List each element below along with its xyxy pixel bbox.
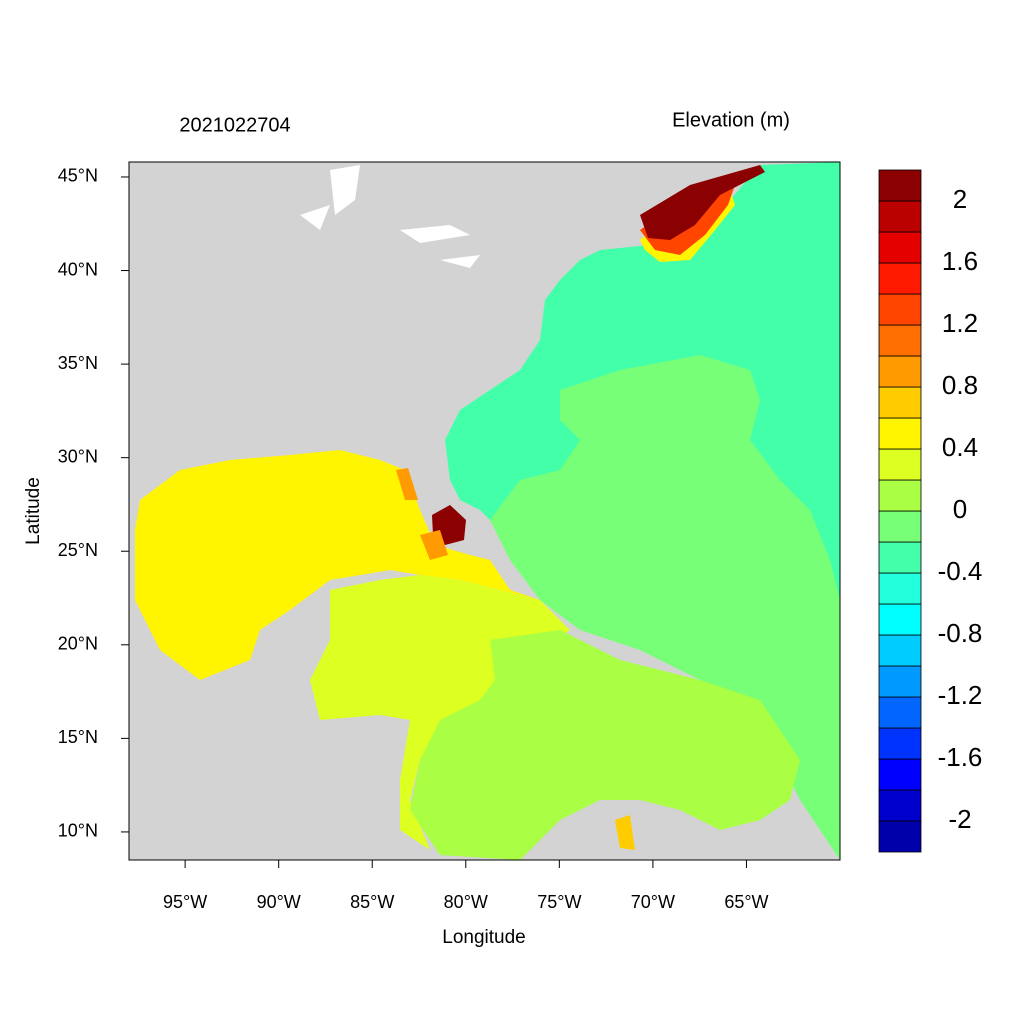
colorbar-bin [878,386,922,419]
colorbar-bin [878,665,922,698]
colorbar-tick-label: -1.2 [938,680,983,710]
colorbar-bin [878,293,922,326]
y-tick-label: 30°N [58,446,98,466]
map-field [129,162,840,860]
legend-title: Elevation (m) [672,109,790,131]
y-tick-label: 35°N [58,353,98,373]
colorbar-tick-label: 1.6 [942,246,978,276]
gulf-region [135,450,540,680]
colorbar-bin [878,200,922,233]
colorbar-bin [878,324,922,357]
y-tick-label: 25°N [58,540,98,560]
x-axis-label: Longitude [442,927,525,948]
colorbar-tick-label: 0.8 [942,370,978,400]
y-tick-label: 40°N [58,259,98,279]
colorbar-bin [878,634,922,667]
colorbar-bin [878,510,922,543]
colorbar-bin [878,541,922,574]
colorbar-bin [878,727,922,760]
colorbar-bin [878,355,922,388]
y-tick-label: 20°N [58,634,98,654]
surge-region [640,165,765,240]
colorbar-bin [878,417,922,450]
surge-region [396,468,418,500]
colorbar-bin [878,789,922,822]
x-tick-label: 95°W [163,892,207,912]
colorbar-tick-label: 2 [953,184,967,214]
colorbar-tick-label: -0.8 [938,618,983,648]
colorbar-bin [878,572,922,605]
y-tick-label: 15°N [58,727,98,747]
map-title: 2021022704 [179,114,290,136]
colorbar-bin [878,603,922,636]
surge-region [615,815,635,850]
x-tick-label: 90°W [257,892,301,912]
colorbar-tick-label: 0.4 [942,432,978,462]
colorbar-bin [878,448,922,481]
x-tick-label: 70°W [631,892,675,912]
colorbar-bin [878,262,922,295]
colorbar-bin [878,479,922,512]
y-axis-label: Latitude [23,477,44,545]
colorbar-tick-label: -1.6 [938,742,983,772]
colorbar-bin [878,696,922,729]
x-tick-label: 65°W [724,892,768,912]
x-tick-label: 75°W [537,892,581,912]
lakes [300,165,480,268]
y-tick-label: 45°N [58,166,98,186]
caribbean-east [410,630,800,860]
colorbar-bin [878,169,922,202]
plot-frame [128,161,841,861]
x-tick-label: 80°W [444,892,488,912]
y-tick-label: 10°N [58,821,98,841]
ocean-region [490,355,840,860]
colorbar-tick-label: -0.4 [938,556,983,586]
colorbar-bin [878,231,922,264]
colorbar-tick-label: 0 [953,494,967,524]
colorbar-bin [878,758,922,791]
colorbar-bin [878,820,922,853]
x-tick-label: 85°W [350,892,394,912]
colorbar-tick-label: 1.2 [942,308,978,338]
colorbar-tick-label: -2 [948,804,971,834]
surge-region [420,530,448,560]
